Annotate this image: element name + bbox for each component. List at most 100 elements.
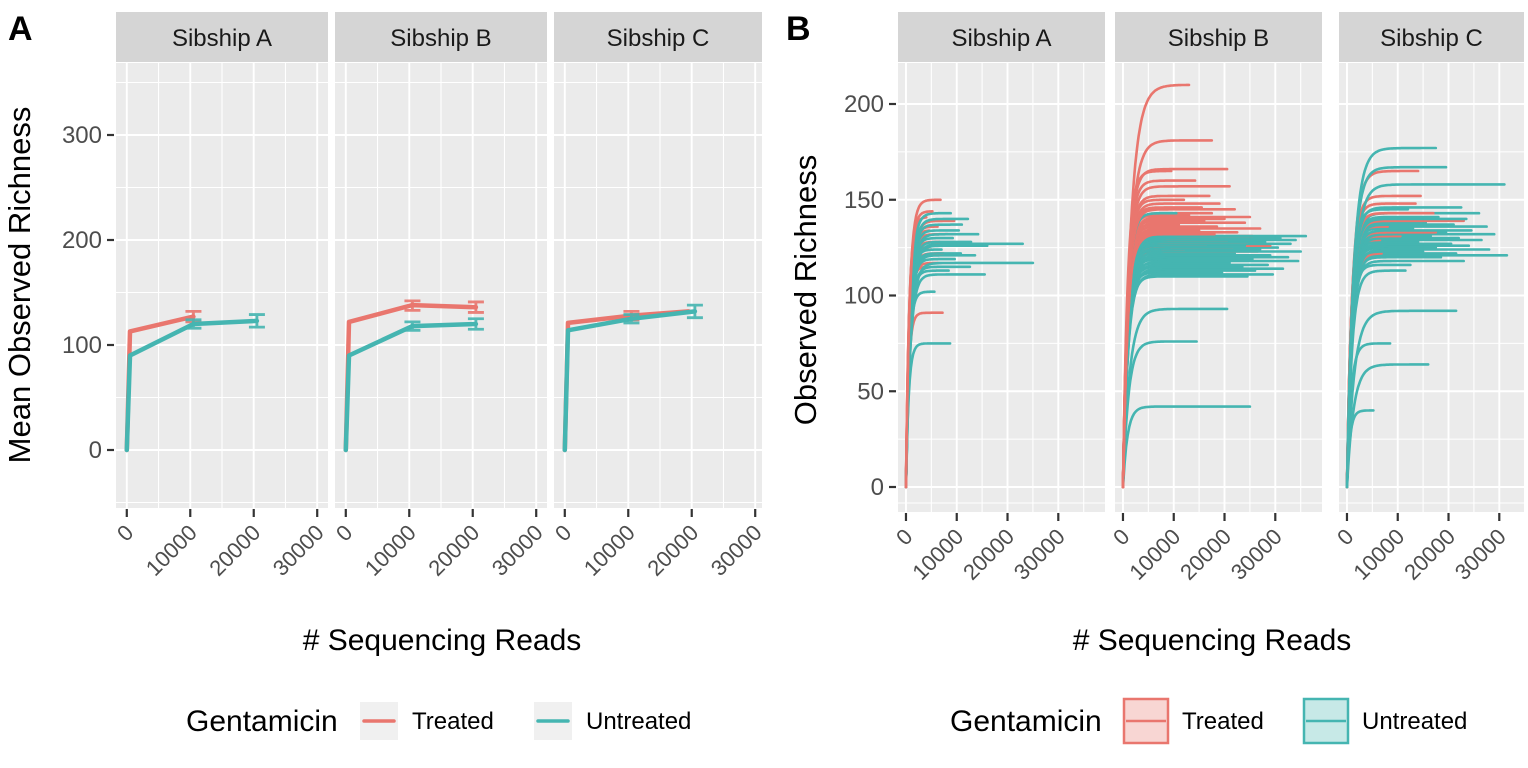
x-tick-label: 10000 (907, 524, 968, 585)
y-tick-label: 200 (62, 227, 102, 254)
facet-label: Sibship A (172, 25, 272, 52)
y-tick-label: 200 (844, 91, 884, 118)
facet-strip (554, 12, 762, 62)
rarefaction-curve-untreated (1345, 223, 1455, 489)
rarefaction-curve-treated (1121, 208, 1236, 489)
error-bar-treated (467, 300, 484, 314)
x-tick-label: 0 (1108, 524, 1134, 550)
legend-title: Gentamicin (950, 705, 1102, 738)
rarefaction-curve-untreated (1345, 238, 1483, 489)
rarefaction-curve-untreated (904, 211, 952, 489)
rarefaction-curve-untreated (1345, 183, 1506, 489)
rarefaction-curve-untreated (1121, 340, 1198, 489)
x-tick-label: 10000 (1348, 524, 1409, 585)
rarefaction-curve-treated (1121, 167, 1229, 489)
rarefaction-curve-untreated (904, 242, 1024, 489)
y-tick-label: 0 (89, 437, 102, 464)
x-tick-label: 0 (1332, 524, 1358, 550)
rarefaction-curve-untreated (1345, 269, 1407, 489)
rarefaction-curve-untreated (904, 261, 1035, 489)
x-tick-label: 20000 (423, 520, 484, 581)
rarefaction-curve-treated (1121, 83, 1191, 489)
rarefaction-curve-untreated (1121, 267, 1285, 489)
facet-strip (1339, 12, 1524, 62)
mean-curve-untreated (124, 318, 260, 453)
legend-label: Untreated (586, 708, 691, 735)
x-tick-label: 30000 (1450, 524, 1511, 585)
facet-strip (898, 12, 1105, 62)
y-axis-title: Mean Observed Richness (2, 107, 37, 464)
rarefaction-curve-untreated (1345, 259, 1465, 489)
rarefaction-curve-untreated (904, 217, 970, 489)
x-tick-label: 20000 (204, 520, 265, 581)
facet-panel (1339, 63, 1524, 512)
error-bar-treated (404, 299, 421, 312)
x-tick-label: 30000 (268, 520, 329, 581)
facet-strip (335, 12, 547, 62)
rarefaction-curve-treated (1121, 185, 1231, 489)
rarefaction-curve-untreated (904, 342, 952, 489)
y-tick-label: 100 (844, 283, 884, 310)
y-tick-label: 300 (62, 122, 102, 149)
error-bar-untreated (185, 318, 202, 330)
facet-panel (554, 63, 762, 508)
facet-label: Sibship B (1168, 25, 1269, 52)
error-bar-untreated (623, 313, 640, 325)
rarefaction-curve-untreated (904, 232, 980, 489)
rarefaction-curve-untreated (1121, 263, 1269, 489)
rarefaction-curve-untreated (1121, 242, 1292, 489)
panel-a-chart: A Mean Observed Richness 0 100 200 300 Sibship… (2, 10, 764, 740)
rarefaction-curve-untreated (1345, 217, 1468, 489)
rarefaction-curve-untreated (1345, 248, 1491, 489)
panel-letter: A (8, 10, 33, 48)
facet-label: Sibship C (1380, 25, 1483, 52)
rarefaction-curve-untreated (1345, 232, 1496, 489)
x-tick-label: 0 (891, 524, 917, 550)
x-tick-label: 0 (112, 520, 138, 546)
rarefaction-curve-untreated (1345, 206, 1463, 489)
rarefaction-curve-untreated (1121, 259, 1300, 489)
rarefaction-curve-untreated (904, 273, 986, 489)
rarefaction-curve-untreated (1121, 273, 1275, 489)
legend-title: Gentamicin (186, 705, 338, 738)
error-bar-untreated (467, 317, 484, 331)
panel-b-chart: B Observed Richness 0 50 100 150 200 Sibship A 0… (786, 10, 1524, 745)
legend: Gentamicin Treated Untreated (186, 702, 691, 740)
facet-label: Sibship B (390, 25, 491, 52)
x-axis-title: # Sequencing Reads (303, 624, 582, 657)
x-tick-label: 0 (550, 520, 576, 546)
x-axis-title: # Sequencing Reads (1073, 624, 1352, 657)
y-tick-label: 150 (844, 187, 884, 214)
x-tick-label: 10000 (1124, 524, 1185, 585)
rarefaction-curve-treated (1121, 221, 1247, 489)
rarefaction-curve-untreated (1345, 236, 1460, 489)
y-tick-label: 0 (871, 474, 884, 501)
facet-panel (1115, 63, 1322, 512)
x-tick-label: 20000 (1175, 524, 1236, 585)
x-tick-label: 0 (331, 520, 357, 546)
facet-label: Sibship C (607, 25, 710, 52)
rarefaction-curve-untreated (1121, 236, 1282, 489)
rarefaction-curve-treated (1121, 139, 1214, 489)
rarefaction-curve-treated (1121, 202, 1221, 489)
facet-label: Sibship A (951, 25, 1051, 52)
y-tick-label: 50 (857, 378, 884, 405)
mean-curve-untreated (562, 309, 698, 453)
facet-strip (116, 12, 328, 62)
rarefaction-curve-untreated (1121, 255, 1290, 489)
x-tick-label: 10000 (141, 520, 202, 581)
error-bar-untreated (248, 313, 265, 329)
rarefaction-curve-untreated (1121, 254, 1272, 489)
rarefaction-curve-untreated (1345, 254, 1509, 489)
rarefaction-curve-untreated (1345, 309, 1458, 489)
error-bar-untreated (686, 303, 703, 320)
rarefaction-curve-treated (1121, 194, 1211, 489)
x-tick-label: 20000 (958, 524, 1019, 585)
error-bar-untreated (404, 320, 421, 332)
rarefaction-curve-treated (904, 198, 942, 489)
rarefaction-curve-untreated (1345, 146, 1438, 489)
x-tick-label: 30000 (1009, 524, 1070, 585)
panel-letter: B (786, 10, 811, 48)
rarefaction-curve-treated (1121, 231, 1239, 489)
mean-curve-untreated (343, 321, 479, 453)
